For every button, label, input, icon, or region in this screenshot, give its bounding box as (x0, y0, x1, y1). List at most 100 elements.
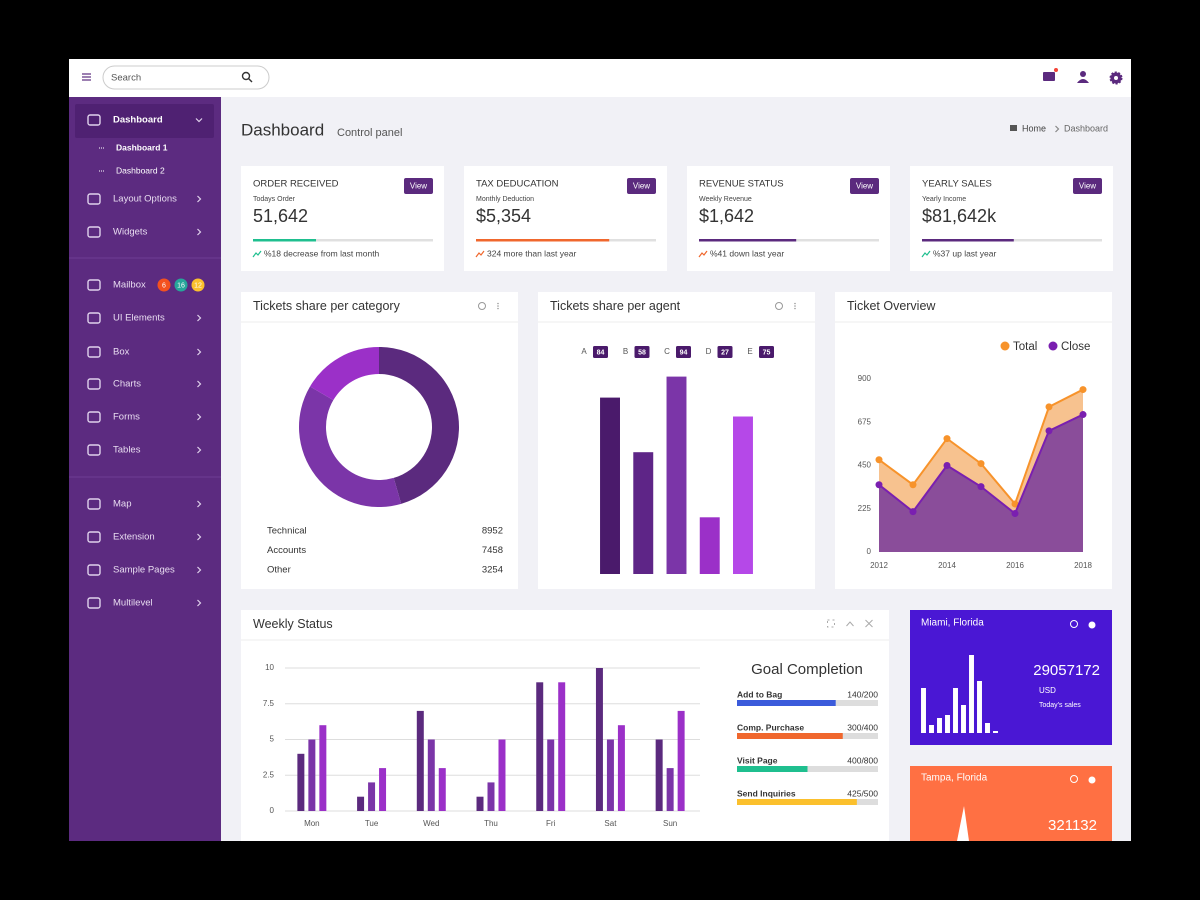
donut-slice (379, 347, 459, 504)
goal-label: Add to Bag (737, 689, 782, 699)
card-value: 321132 (1048, 817, 1097, 834)
panel-title: Weekly Status (253, 617, 333, 631)
legend-badge (634, 346, 650, 358)
home-icon (1010, 125, 1017, 131)
point (977, 460, 985, 468)
chevron (1055, 125, 1060, 133)
legend-label: A (581, 347, 587, 356)
search-box[interactable] (102, 65, 270, 90)
chevron (197, 314, 202, 322)
panel-icon[interactable] (775, 302, 783, 310)
view-button[interactable] (1073, 178, 1102, 194)
bar (438, 768, 446, 811)
card-title: Miami, Florida (921, 618, 984, 629)
bar (945, 715, 950, 733)
stat-title: ORDER RECEIVED (253, 179, 339, 190)
panel-icon (794, 307, 796, 310)
sidebar-item[interactable]: Charts (113, 379, 141, 390)
bar (985, 723, 990, 733)
mail-icon[interactable] (1043, 72, 1055, 81)
panel-icon[interactable] (827, 619, 835, 628)
legend-value: 94 (680, 349, 688, 356)
bar (476, 796, 484, 811)
y-tick-label: 5 (270, 735, 275, 744)
badge (174, 278, 188, 292)
panel-title: Tickets share per agent (550, 299, 681, 313)
card-icon[interactable] (1070, 620, 1078, 628)
bar (547, 739, 555, 811)
mail-dot (1054, 68, 1058, 72)
legend-label: Close (1061, 341, 1090, 353)
bar (498, 739, 506, 811)
panel-icon[interactable] (865, 619, 873, 628)
sidebar-item[interactable]: Forms (113, 412, 140, 423)
sidebar-item[interactable]: Multilevel (113, 598, 153, 609)
sidebar-item[interactable]: UI Elements (113, 313, 165, 324)
card-sparkline (957, 806, 969, 841)
legend-value: 84 (597, 349, 605, 356)
point (943, 462, 951, 469)
legend-dot (1000, 341, 1010, 351)
search-icon (241, 71, 251, 81)
goal-label: Comp. Purchase (737, 722, 804, 732)
submenu-item[interactable]: Dashboard 2 (116, 165, 165, 175)
chevron (197, 533, 202, 541)
sidebar-item[interactable]: Box (113, 347, 130, 358)
sidebar-item[interactable]: Map (113, 499, 131, 510)
card-icon[interactable] (1088, 776, 1096, 784)
legend-label: C (664, 347, 670, 356)
user-icon[interactable] (1080, 71, 1086, 77)
sidebar-item[interactable]: Extension (113, 532, 155, 543)
x-tick-label: 2012 (870, 561, 888, 570)
submenu-item[interactable]: Dashboard 1 (116, 142, 168, 152)
sidebar-item[interactable]: Mailbox (113, 280, 146, 291)
panel-icon[interactable] (478, 302, 486, 310)
breadcrumb[interactable]: Home (1022, 123, 1046, 133)
stat-value: $81,642k (922, 206, 997, 226)
bar (319, 725, 327, 811)
trend-icon (475, 250, 485, 258)
point (909, 508, 917, 516)
sidebar-icon (87, 279, 101, 291)
card-currency: USD (1039, 686, 1056, 695)
sidebar-item[interactable]: Sample Pages (113, 565, 175, 576)
badge-text: 16 (177, 282, 185, 289)
point (1011, 500, 1019, 508)
view-button[interactable] (627, 178, 656, 194)
sidebar-item[interactable]: Layout Options (113, 194, 177, 205)
bar (416, 710, 424, 811)
x-tick-label: 2014 (938, 561, 956, 570)
card-icon[interactable] (1070, 775, 1078, 783)
view-button-text: View (1079, 182, 1096, 191)
stat-value: $5,354 (476, 206, 531, 226)
bar (993, 731, 998, 733)
legend-label: Technical (267, 526, 307, 537)
x-tick-label: 2016 (1006, 561, 1024, 570)
sidebar (69, 97, 221, 841)
sidebar-item[interactable]: Widgets (113, 227, 148, 238)
point (977, 483, 985, 491)
view-button[interactable] (850, 178, 879, 194)
sales-card (910, 766, 1112, 841)
donut-slice (299, 386, 402, 507)
y-tick-label: 0 (867, 547, 872, 556)
sidebar-item[interactable]: Tables (113, 445, 141, 456)
point (909, 481, 917, 489)
sidebar-item[interactable]: Dashboard (113, 115, 163, 126)
panel-icon[interactable] (846, 621, 854, 627)
legend-label: D (706, 347, 712, 356)
legend-label: B (623, 347, 628, 356)
bar (357, 796, 365, 811)
point (1045, 427, 1053, 435)
bar (617, 725, 625, 811)
card-title: Tampa, Florida (921, 773, 988, 784)
view-button-text: View (856, 182, 873, 191)
bar (969, 655, 974, 733)
card-icon[interactable] (1088, 621, 1096, 629)
bar (937, 718, 942, 733)
sidebar-icon (87, 597, 101, 609)
sidebar-icon (87, 564, 101, 576)
view-button[interactable] (404, 178, 433, 194)
point (1079, 411, 1087, 419)
